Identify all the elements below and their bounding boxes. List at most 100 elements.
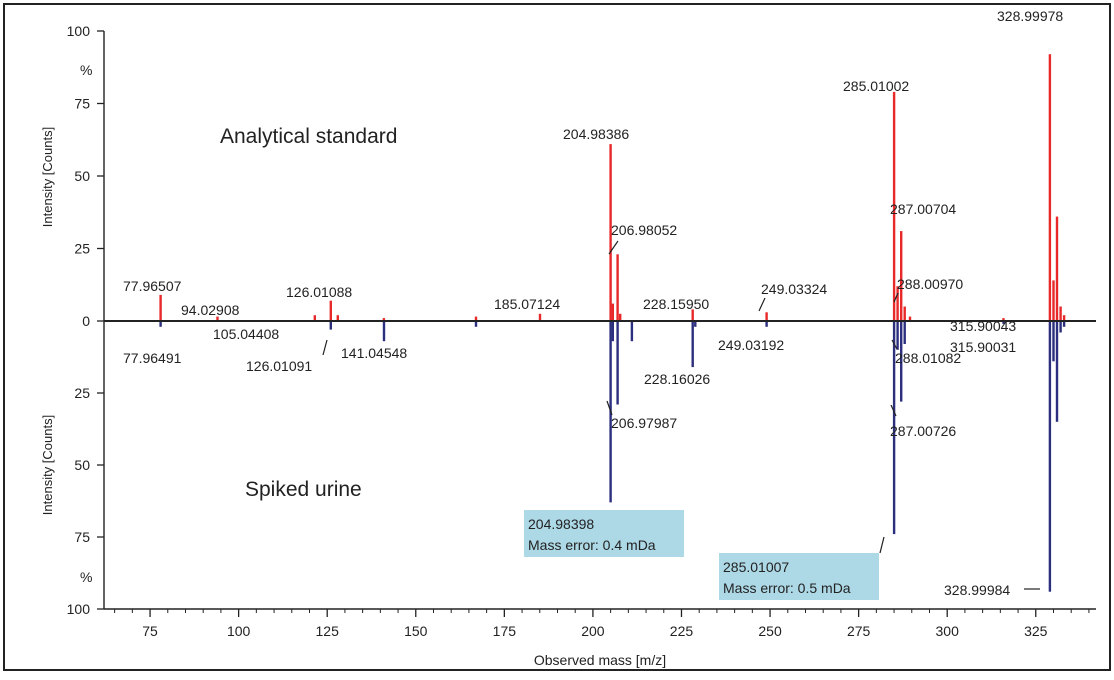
- annotation-box-0: 204.98398 Mass error: 0.4 mDa: [524, 510, 684, 557]
- bottom-leader-4: [606, 400, 613, 416]
- bottom-peak-10: [765, 321, 768, 327]
- bottom-peak-2: [382, 321, 386, 342]
- annotation-error-0: Mass error: 0.4 mDa: [528, 537, 656, 553]
- bottom-peak-label-4: 206.97987: [611, 415, 677, 431]
- top-peak-2: [313, 315, 316, 321]
- bottom-leader-2: [322, 339, 328, 356]
- xtick-label-9: 300: [936, 623, 960, 639]
- bottom-peak-1: [329, 321, 332, 330]
- top-ytick-label-2: 50: [74, 168, 90, 184]
- top-peak-label-6: 228.15950: [643, 296, 709, 312]
- bottom-ytick-label-3: 100: [67, 601, 91, 617]
- bottom-peak-19: [1059, 321, 1062, 333]
- top-peak-15: [896, 286, 899, 321]
- mass-error-annotations: 204.98398 Mass error: 0.4 mDa 285.01007 Mas…: [524, 510, 885, 600]
- top-peak-label-3: 185.07124: [494, 296, 560, 312]
- top-peak-19: [1002, 318, 1005, 321]
- top-peak-11: [619, 313, 622, 322]
- annotation-bg-0: [524, 510, 684, 557]
- top-peak-1: [216, 316, 219, 321]
- top-peaks: [159, 54, 1066, 322]
- annotation-box-1: 285.01007 Mass error: 0.5 mDa: [719, 536, 885, 600]
- annotation-mass-0: 204.98398: [528, 516, 594, 532]
- annotation-mass-1: 285.01007: [723, 559, 789, 575]
- top-unit-label: %: [80, 62, 92, 78]
- bottom-peak-label-3: 141.04548: [341, 345, 407, 361]
- top-peak-label-1: 94.02908: [181, 302, 240, 318]
- top-peak-3: [329, 300, 332, 321]
- top-peak-label-7: 249.03324: [761, 281, 827, 297]
- top-peak-7: [538, 313, 542, 322]
- xtick-label-6: 225: [670, 623, 694, 639]
- top-peak-0: [159, 294, 162, 321]
- chart-border: [3, 3, 1111, 671]
- bottom-peak-label-9: 315.90031: [950, 339, 1016, 355]
- bottom-peak-label-0: 77.96491: [123, 350, 182, 366]
- top-ytick-label-1: 25: [74, 241, 90, 257]
- bottom-peak-15: [1002, 321, 1005, 324]
- bottom-y-axis-label: Intensity [Counts]: [40, 415, 55, 515]
- top-peak-21: [1052, 280, 1055, 321]
- top-peak-12: [691, 309, 694, 321]
- bottom-peak-9: [694, 321, 697, 327]
- top-peak-6: [474, 316, 478, 321]
- top-peak-labels: 77.96507 94.02908 126.01088 185.07124 204.98…: [123, 8, 1063, 334]
- xtick-label-3: 150: [404, 623, 428, 639]
- top-peak-label-11: 315.90043: [950, 318, 1016, 334]
- bottom-peak-labels: 77.96491 105.04408 126.01091 141.04548 206.9…: [123, 326, 1040, 598]
- bottom-unit-label: %: [80, 569, 92, 585]
- bottom-peak-11: [892, 321, 896, 535]
- top-peak-10: [616, 254, 619, 321]
- top-peak-16: [900, 231, 903, 321]
- top-peak-23: [1059, 306, 1062, 321]
- top-peak-8: [609, 144, 612, 321]
- bottom-peak-label-1: 105.04408: [213, 326, 279, 342]
- bottom-leader-8: [890, 404, 897, 417]
- bottom-ytick-label-2: 75: [74, 529, 90, 545]
- xtick-label-0: 75: [142, 623, 158, 639]
- bottom-peak-14: [903, 321, 906, 344]
- top-ytick-label-4: 100: [67, 23, 91, 39]
- xtick-label-2: 125: [316, 623, 340, 639]
- bottom-peak-20: [1062, 321, 1066, 327]
- bottom-peak-18: [1055, 321, 1059, 422]
- top-leader-5: [608, 240, 619, 255]
- top-peak-label-5: 206.98052: [611, 222, 677, 238]
- bottom-peak-16: [1048, 321, 1052, 592]
- top-peak-label-9: 287.00704: [890, 201, 956, 217]
- bottom-peak-8: [691, 321, 694, 368]
- bottom-peak-label-5: 228.16026: [644, 371, 710, 387]
- annotation-bg-1: [719, 553, 879, 600]
- top-peak-label-10: 288.00970: [897, 276, 963, 292]
- y-ticks: 0 25 50 75 100 25 50 75 100: [67, 23, 104, 617]
- xtick-label-7: 250: [758, 623, 782, 639]
- top-peak-13: [765, 312, 768, 321]
- bottom-peak-0: [159, 321, 162, 327]
- bottom-peak-label-2: 126.01091: [246, 358, 312, 374]
- xtick-label-5: 200: [581, 623, 605, 639]
- x-ticks: 75 100 125 150 175 200 225 250 275 300 325: [114, 609, 1090, 639]
- bottom-panel-title: Spiked urine: [245, 478, 362, 501]
- bottom-leader-7: [891, 339, 898, 350]
- bottom-peak-5: [611, 321, 614, 342]
- annotation-leader-1: [879, 536, 885, 554]
- xtick-label-1: 100: [227, 623, 251, 639]
- bottom-peak-label-6: 249.03192: [718, 337, 784, 353]
- top-y-axis-label: Intensity [Counts]: [40, 127, 55, 227]
- top-peak-4: [336, 315, 339, 321]
- bottom-peak-12: [896, 321, 899, 350]
- bottom-peak-7: [630, 321, 634, 342]
- bottom-peak-13: [900, 321, 903, 402]
- top-peak-17: [903, 306, 906, 321]
- top-panel-title: Analytical standard: [220, 125, 397, 148]
- bottom-peak-6: [616, 321, 619, 405]
- xtick-label-4: 175: [493, 623, 517, 639]
- top-peak-label-4: 204.98386: [563, 126, 629, 142]
- x-axis-label: Observed mass [m/z]: [534, 652, 666, 668]
- top-peak-9: [611, 303, 614, 321]
- bottom-peak-label-7: 288.01082: [895, 350, 961, 366]
- xtick-label-8: 275: [847, 623, 871, 639]
- top-peak-label-2: 126.01088: [286, 284, 352, 300]
